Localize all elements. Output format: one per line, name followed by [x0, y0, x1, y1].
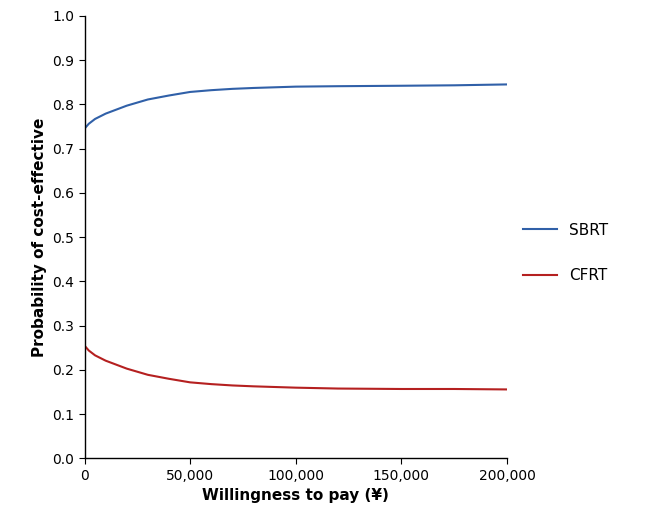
SBRT	[165, 92, 173, 99]
SBRT	[91, 116, 99, 122]
SBRT	[207, 87, 215, 93]
SBRT	[292, 83, 300, 90]
CFRT	[250, 383, 257, 389]
Line: CFRT: CFRT	[84, 346, 507, 389]
SBRT	[334, 83, 342, 90]
CFRT	[186, 379, 194, 386]
SBRT	[229, 86, 237, 92]
CFRT	[101, 357, 109, 364]
CFRT	[292, 385, 300, 391]
CFRT	[503, 386, 511, 393]
SBRT	[503, 81, 511, 87]
Line: SBRT: SBRT	[84, 84, 507, 129]
SBRT	[81, 125, 88, 132]
CFRT	[81, 343, 88, 349]
CFRT	[229, 382, 237, 388]
SBRT	[398, 83, 406, 89]
SBRT	[450, 82, 458, 89]
CFRT	[450, 386, 458, 392]
CFRT	[165, 376, 173, 382]
CFRT	[398, 386, 406, 392]
CFRT	[144, 372, 152, 378]
CFRT	[84, 347, 92, 354]
CFRT	[123, 365, 131, 372]
SBRT	[144, 96, 152, 103]
Y-axis label: Probability of cost-effective: Probability of cost-effective	[32, 118, 47, 357]
CFRT	[207, 381, 215, 387]
Legend: SBRT, CFRT: SBRT, CFRT	[523, 222, 608, 283]
SBRT	[123, 103, 131, 109]
SBRT	[101, 111, 109, 117]
X-axis label: Willingness to pay (¥): Willingness to pay (¥)	[202, 489, 389, 503]
SBRT	[250, 85, 257, 91]
CFRT	[334, 385, 342, 392]
SBRT	[186, 89, 194, 95]
SBRT	[84, 121, 92, 127]
CFRT	[91, 352, 99, 358]
